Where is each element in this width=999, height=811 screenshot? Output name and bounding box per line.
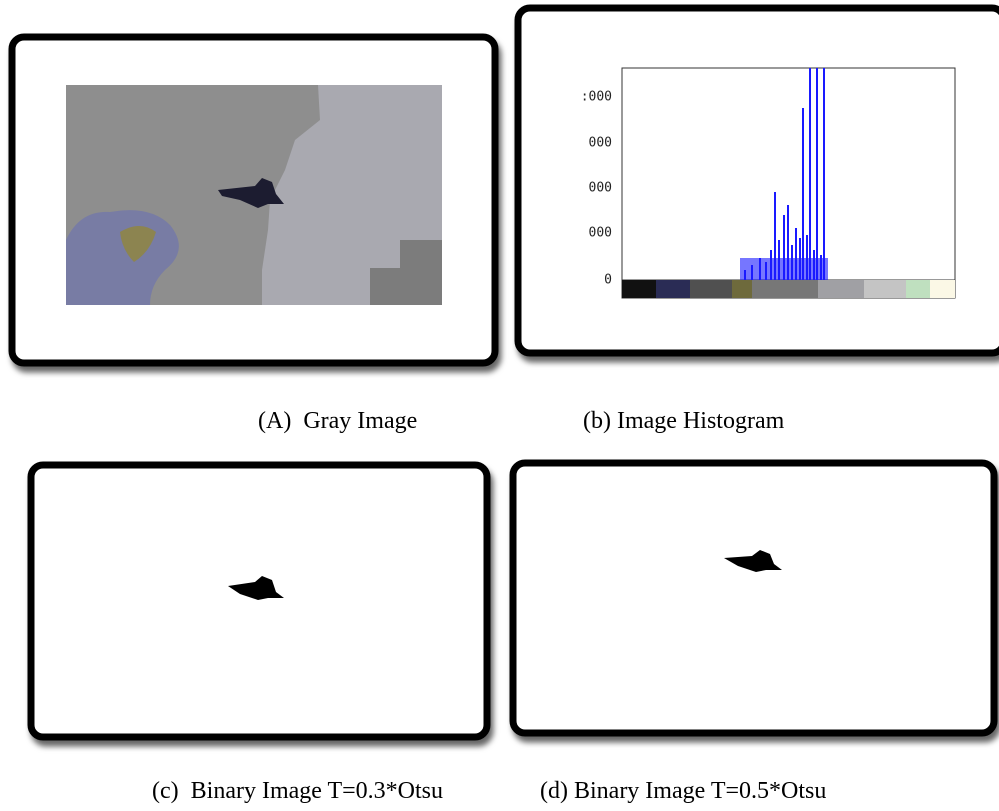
caption: (d) Binary Image T=0.5*Otsu xyxy=(540,778,826,804)
binary-object xyxy=(228,576,284,600)
y-tick-label: 000 xyxy=(589,136,612,151)
y-tick-label: 000 xyxy=(589,226,612,241)
y-tick-label: 0 xyxy=(604,273,612,288)
panel-frame xyxy=(509,459,998,737)
caption: (c) Binary Image T=0.3*Otsu xyxy=(152,778,443,804)
y-tick-label: :000 xyxy=(581,90,612,105)
caption: (A) Gray Image xyxy=(258,408,417,434)
panel-frame xyxy=(27,461,491,741)
binary-object xyxy=(724,550,782,572)
gray-image xyxy=(66,85,442,305)
histogram xyxy=(621,67,956,299)
y-tick-label: 000 xyxy=(589,181,612,196)
caption: (b) Image Histogram xyxy=(583,408,785,434)
